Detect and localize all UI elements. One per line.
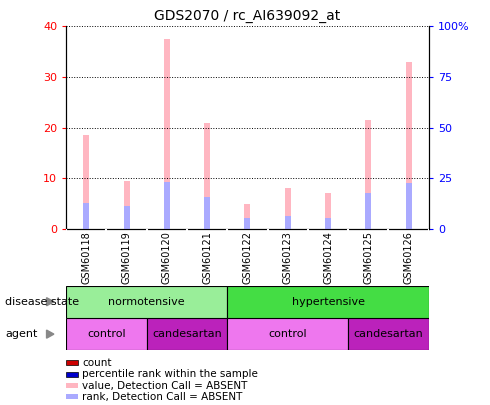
Text: GSM60118: GSM60118 [81,231,91,284]
Bar [406,62,412,229]
Text: GSM60125: GSM60125 [363,231,373,284]
Text: count: count [82,358,112,368]
Bar [66,286,227,318]
Bar [245,203,250,229]
Text: GSM60120: GSM60120 [162,231,172,284]
Text: percentile rank within the sample: percentile rank within the sample [82,369,258,379]
Bar [325,218,331,229]
Text: normotensive: normotensive [108,297,185,307]
Text: value, Detection Call = ABSENT: value, Detection Call = ABSENT [82,381,247,390]
Text: candesartan: candesartan [152,329,222,339]
Text: GSM60126: GSM60126 [404,231,414,284]
Text: GSM60122: GSM60122 [243,231,252,284]
Text: hypertensive: hypertensive [292,297,365,307]
Bar [123,181,129,229]
Bar [204,197,210,229]
Text: GSM60123: GSM60123 [283,231,293,284]
Bar [245,218,250,229]
Bar [406,183,412,229]
Bar [66,318,147,350]
Bar [227,286,429,318]
Text: control: control [87,329,126,339]
Text: control: control [269,329,307,339]
Bar [123,206,129,229]
Bar [366,120,371,229]
Text: GSM60119: GSM60119 [122,231,132,284]
Bar [348,318,429,350]
Bar [285,216,291,229]
Text: GSM60124: GSM60124 [323,231,333,284]
Bar [227,318,348,350]
Bar [204,122,210,229]
Text: agent: agent [5,329,37,339]
Text: candesartan: candesartan [354,329,423,339]
Bar [164,39,170,229]
Bar [83,202,89,229]
Text: disease state: disease state [5,297,79,307]
Bar [325,194,331,229]
Text: GSM60121: GSM60121 [202,231,212,284]
Bar [164,182,170,229]
Bar [366,194,371,229]
Bar [83,135,89,229]
Bar [285,188,291,229]
Bar [147,318,227,350]
Text: rank, Detection Call = ABSENT: rank, Detection Call = ABSENT [82,392,243,402]
Title: GDS2070 / rc_AI639092_at: GDS2070 / rc_AI639092_at [154,9,341,23]
